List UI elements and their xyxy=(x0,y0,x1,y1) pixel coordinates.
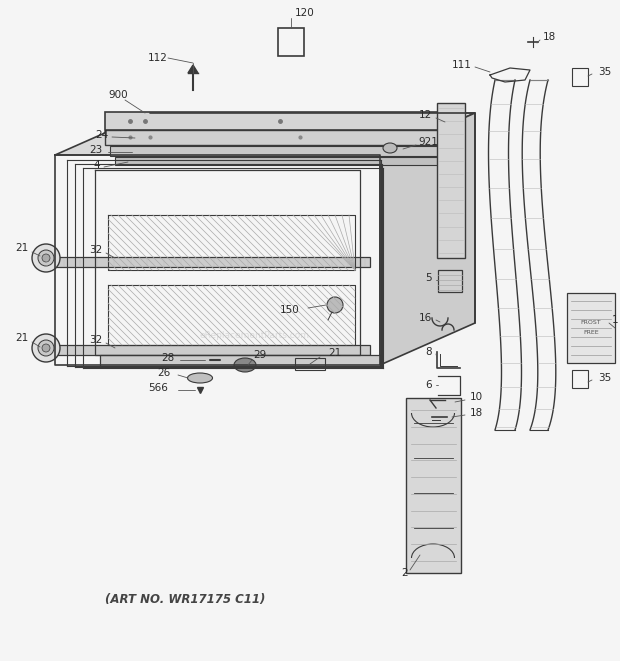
Text: 16: 16 xyxy=(418,313,432,323)
Text: 18: 18 xyxy=(543,32,556,42)
Bar xyxy=(572,370,588,388)
Circle shape xyxy=(38,250,54,266)
Text: 566: 566 xyxy=(148,383,168,393)
Text: 26: 26 xyxy=(157,368,170,378)
Text: 111: 111 xyxy=(452,60,472,70)
Bar xyxy=(278,28,304,56)
Circle shape xyxy=(32,244,60,272)
Text: 5: 5 xyxy=(425,273,432,283)
Bar xyxy=(438,270,462,292)
Bar xyxy=(295,358,325,370)
Text: 921: 921 xyxy=(418,137,438,147)
Text: 18: 18 xyxy=(470,408,483,418)
Circle shape xyxy=(32,334,60,362)
Bar xyxy=(406,398,461,573)
Bar xyxy=(115,157,450,165)
Text: FREE: FREE xyxy=(583,330,599,336)
Circle shape xyxy=(327,297,343,313)
Ellipse shape xyxy=(383,143,397,153)
Text: 23: 23 xyxy=(90,145,103,155)
Text: 35: 35 xyxy=(598,67,611,77)
Bar xyxy=(42,345,370,355)
Text: (ART NO. WR17175 C11): (ART NO. WR17175 C11) xyxy=(105,594,265,607)
Text: 24: 24 xyxy=(95,130,108,140)
Polygon shape xyxy=(380,113,475,365)
Text: 8: 8 xyxy=(425,347,432,357)
Text: 10: 10 xyxy=(470,392,483,402)
Bar xyxy=(567,293,615,363)
Polygon shape xyxy=(188,65,198,73)
Ellipse shape xyxy=(187,373,213,383)
Circle shape xyxy=(38,340,54,356)
Text: 2: 2 xyxy=(401,568,408,578)
Ellipse shape xyxy=(234,358,256,372)
Polygon shape xyxy=(55,113,475,155)
Text: 12: 12 xyxy=(418,110,432,120)
Text: 1: 1 xyxy=(612,315,619,325)
Text: 120: 120 xyxy=(295,8,315,18)
Text: 4: 4 xyxy=(94,160,100,170)
Bar xyxy=(105,112,450,130)
Circle shape xyxy=(42,344,50,352)
Circle shape xyxy=(42,254,50,262)
Text: 28: 28 xyxy=(162,353,175,363)
Text: FROST: FROST xyxy=(581,321,601,325)
Bar xyxy=(572,68,588,86)
Bar xyxy=(437,103,465,258)
Text: 21: 21 xyxy=(16,333,29,343)
Text: 21: 21 xyxy=(329,348,342,358)
Bar xyxy=(100,355,380,367)
Text: 29: 29 xyxy=(254,350,267,360)
Text: 32: 32 xyxy=(89,245,102,255)
Text: 112: 112 xyxy=(148,53,168,63)
Text: eReplacementParts.com: eReplacementParts.com xyxy=(200,330,310,340)
Text: 900: 900 xyxy=(108,90,128,100)
Text: 35: 35 xyxy=(598,373,611,383)
Text: 6: 6 xyxy=(425,380,432,390)
Bar xyxy=(110,146,455,156)
Text: 21: 21 xyxy=(16,243,29,253)
Text: 32: 32 xyxy=(89,335,102,345)
Bar xyxy=(105,130,460,145)
Bar xyxy=(42,257,370,267)
Text: 150: 150 xyxy=(280,305,300,315)
